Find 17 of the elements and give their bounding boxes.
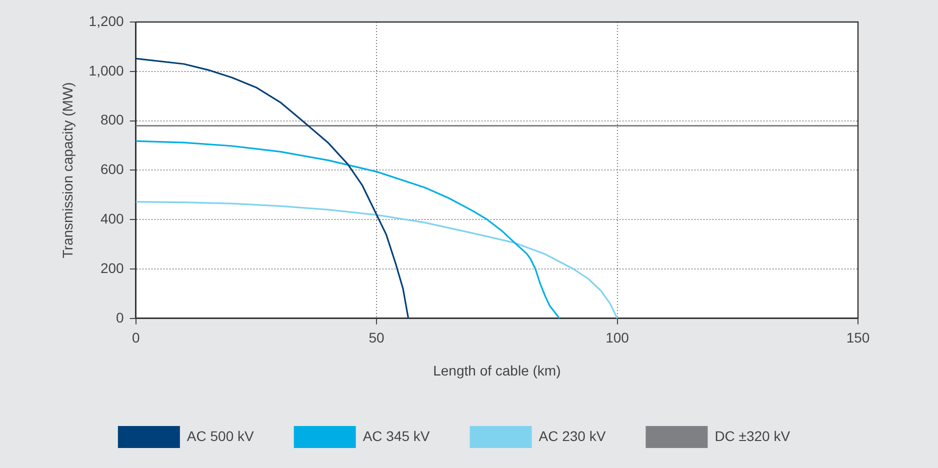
y-tick-label: 0 bbox=[116, 309, 124, 326]
x-tick-label: 100 bbox=[606, 330, 630, 346]
x-tick-label: 50 bbox=[368, 330, 385, 346]
legend-label: DC ±320 kV bbox=[714, 428, 791, 444]
y-tick-label: 400 bbox=[100, 210, 124, 226]
x-axis-title: Length of cable (km) bbox=[433, 362, 561, 378]
y-tick-label: 800 bbox=[100, 112, 124, 128]
y-axis-title: Transmission capacity (MW) bbox=[59, 82, 76, 258]
y-tick-label: 1,200 bbox=[88, 12, 124, 29]
x-tick-label: 150 bbox=[846, 330, 870, 346]
legend-label: AC 500 kV bbox=[186, 428, 255, 444]
x-tick-label: 0 bbox=[132, 330, 140, 346]
y-tick-label: 600 bbox=[100, 161, 124, 178]
y-tick-label: 200 bbox=[100, 260, 124, 276]
legend-label: AC 345 kV bbox=[362, 428, 430, 444]
legend-label: AC 230 kV bbox=[538, 428, 606, 444]
y-tick-label: 1,000 bbox=[88, 62, 124, 78]
